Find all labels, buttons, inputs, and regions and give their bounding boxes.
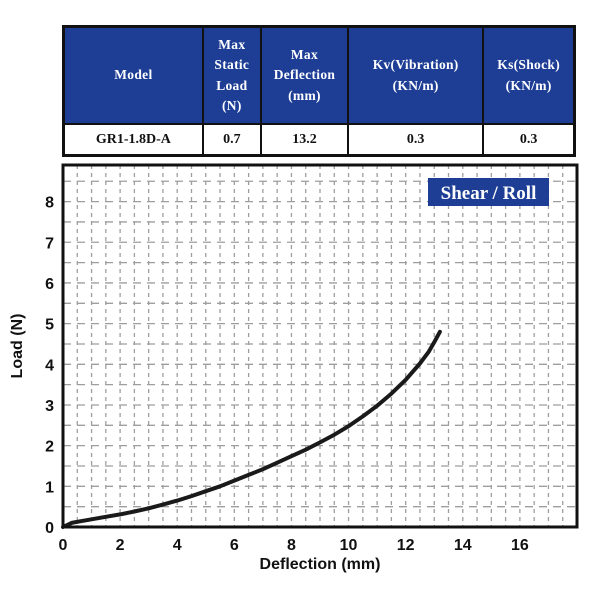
cell-kv-vibration: 0.3	[347, 123, 485, 157]
y-tick-label: 6	[45, 276, 54, 293]
y-tick-label: 3	[45, 398, 54, 415]
x-axis-title: Deflection (mm)	[260, 556, 381, 573]
x-tick-label: 14	[454, 537, 472, 554]
cell-model: GR1-1.8D-A	[62, 123, 204, 157]
cell-max-static-load: 0.7	[201, 123, 262, 157]
x-tick-label: 2	[116, 537, 125, 554]
cell-max-deflection: 13.2	[259, 123, 350, 157]
y-tick-label: 5	[45, 317, 54, 334]
y-tick-label: 2	[45, 439, 54, 456]
x-tick-label: 0	[59, 537, 68, 554]
x-tick-label: 12	[397, 537, 415, 554]
y-tick-label: 4	[45, 357, 54, 374]
table-row: GR1-1.8D-A 0.7 13.2 0.3 0.3	[62, 123, 576, 157]
col-header-kv-vibration: Kv(Vibration) (KN/m)	[347, 25, 485, 125]
col-header-ks-shock: Ks(Shock) (KN/m)	[482, 25, 576, 125]
col-header-max-static-load: Max Static Load (N)	[201, 25, 262, 125]
load-deflection-curve	[61, 329, 442, 529]
series-badge-label: Shear / Roll	[441, 183, 537, 204]
curve-layer	[61, 329, 442, 529]
series-badge	[428, 178, 549, 206]
cell-ks-shock: 0.3	[482, 123, 576, 157]
grid-lines	[63, 165, 577, 527]
y-axis-title: Load (N)	[9, 314, 26, 379]
x-tick-label: 16	[511, 537, 529, 554]
y-tick-label: 8	[45, 195, 54, 212]
spec-table: Model Max Static Load (N) Max Deflection…	[62, 25, 576, 157]
plot-border	[61, 163, 579, 529]
x-tick-label: 8	[287, 537, 296, 554]
spec-table-header-row: Model Max Static Load (N) Max Deflection…	[62, 25, 576, 125]
x-tick-label: 10	[340, 537, 358, 554]
x-tick-label: 6	[230, 537, 239, 554]
x-tick-label: 4	[173, 537, 182, 554]
y-tick-label: 1	[45, 479, 54, 496]
col-header-max-deflection: Max Deflection (mm)	[259, 25, 350, 125]
y-tick-label: 0	[45, 520, 54, 537]
y-tick-label: 7	[45, 235, 54, 252]
col-header-model: Model	[62, 25, 204, 125]
